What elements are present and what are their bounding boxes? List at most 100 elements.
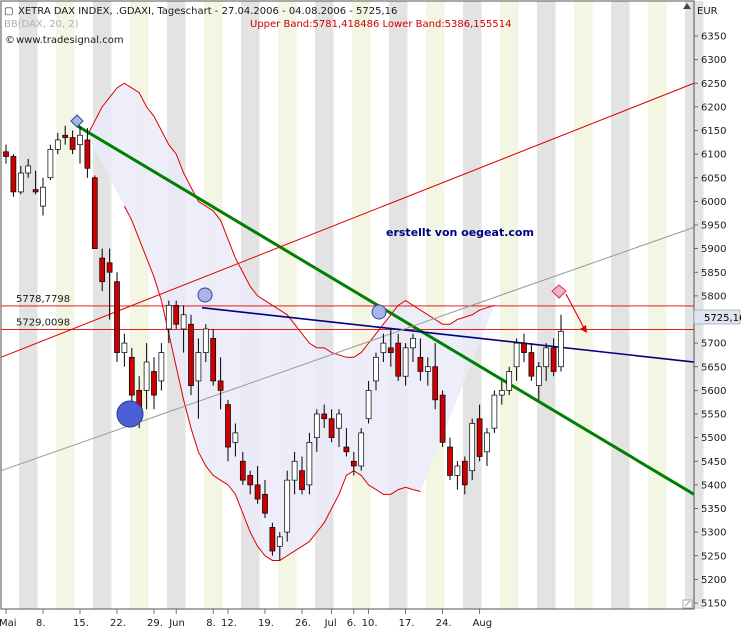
week-stripe	[19, 1, 38, 609]
candle-body	[262, 493, 268, 514]
candles	[3, 125, 564, 561]
candle-body	[365, 390, 372, 420]
y-tick-label: 6250	[701, 79, 726, 90]
candle-body	[121, 342, 128, 353]
candle-body	[17, 172, 24, 193]
week-stripe	[574, 1, 593, 609]
y-tick-label: 5900	[701, 244, 726, 255]
candle-body	[461, 460, 468, 486]
target-arrow-line	[565, 293, 585, 329]
candle-body	[91, 177, 98, 249]
candle-body	[54, 139, 61, 150]
candle-body	[373, 356, 379, 382]
candle-body	[528, 352, 535, 377]
candle-body	[439, 394, 446, 443]
candle-body	[143, 361, 150, 391]
week-stripe	[352, 1, 371, 609]
candle-body	[535, 366, 542, 386]
candle-body	[513, 342, 520, 368]
week-stripe	[56, 1, 75, 609]
annotation: erstellt von oegeat.com	[386, 226, 534, 239]
candle-body	[432, 366, 439, 401]
resize-corner-icon[interactable]	[682, 599, 693, 609]
candle-body	[506, 371, 513, 391]
x-tick-label: 24.	[436, 618, 452, 629]
horizontal-line-label: 5729,0098	[16, 317, 70, 328]
y-tick-label: 6000	[701, 197, 726, 208]
week-stripe	[426, 1, 445, 609]
candle-body	[313, 413, 320, 438]
candle-body	[521, 342, 527, 353]
candle-body	[276, 536, 283, 547]
plot-frame	[0, 0, 695, 610]
band-shade	[87, 83, 495, 561]
pivot-low-circle	[116, 400, 144, 428]
scroll-up-icon[interactable]	[683, 3, 691, 9]
x-tick-label: 19.	[258, 618, 274, 629]
band-values: Upper Band:5781,418486 Lower Band:5386,1…	[250, 19, 511, 30]
y-tick-label: 5550	[701, 410, 726, 421]
candle-body	[84, 139, 91, 169]
arrow-down-icon	[580, 325, 587, 333]
candle-body	[306, 442, 313, 486]
y-tick-label: 5450	[701, 457, 726, 468]
candle-body	[3, 151, 9, 157]
candle-body	[195, 352, 202, 382]
window-menu-icon[interactable]: ▢	[4, 6, 13, 17]
y-tick-label: 5200	[701, 575, 726, 586]
candle-body	[417, 356, 424, 372]
y-axis-ticks: 5150 5200 5250 5300 5350 5400 5450 5500 5550 5600…	[694, 32, 726, 610]
candle-body	[202, 328, 209, 353]
candle-body	[291, 460, 298, 481]
horizontal-line-label: 5778,7798	[16, 294, 70, 305]
candle-body	[380, 342, 387, 353]
candle-body	[387, 347, 394, 353]
x-tick-label: 8.	[206, 618, 216, 629]
candle-body	[69, 137, 76, 150]
candle-body	[188, 323, 194, 387]
candle-body	[484, 432, 490, 453]
x-tick-label: 10.	[362, 618, 378, 629]
indicator-header: BB(DAX, 20, 2)	[4, 19, 79, 30]
candle-body	[454, 465, 461, 476]
x-tick-label: 6.	[347, 618, 357, 629]
watermark: www.tradesignal.com	[16, 35, 124, 46]
last-price-label: 5725,16	[704, 313, 741, 324]
trendline	[201, 306, 695, 363]
lower-band-line	[123, 205, 421, 561]
candle-body	[410, 338, 416, 349]
y-tick-label: 5150	[701, 599, 726, 610]
y-tick-label: 5250	[701, 551, 726, 562]
candle-body	[447, 446, 453, 476]
y-tick-label: 5850	[701, 268, 726, 279]
y-tick-label: 5800	[701, 291, 726, 302]
candle-body	[424, 366, 431, 372]
candle-body	[269, 527, 276, 552]
week-stripe	[500, 1, 519, 609]
week-stripe	[93, 1, 112, 609]
candle-body	[402, 347, 409, 377]
y-tick-label: 6050	[701, 173, 726, 184]
pivot-high-circle	[197, 287, 213, 303]
last-price-box	[693, 309, 741, 325]
candle-body	[491, 394, 498, 429]
y-tick-label: 6350	[701, 32, 726, 43]
candle-body	[336, 413, 342, 429]
y-tick-label: 5650	[701, 362, 726, 373]
candle-body	[328, 418, 335, 438]
candle-body	[25, 165, 32, 174]
y-tick-label: 6300	[701, 55, 726, 66]
x-tick-label: 15.	[73, 618, 89, 629]
week-stripe	[611, 1, 630, 609]
week-stripe	[648, 1, 667, 609]
candle-body	[180, 314, 187, 330]
candle-body	[40, 186, 46, 207]
y-tick-label: 5400	[701, 480, 726, 491]
y-tick-label: 5300	[701, 528, 726, 539]
x-tick-label: 22.	[110, 618, 126, 629]
candle-body	[350, 460, 357, 467]
candle-body	[10, 156, 17, 193]
candle-body	[106, 262, 113, 273]
